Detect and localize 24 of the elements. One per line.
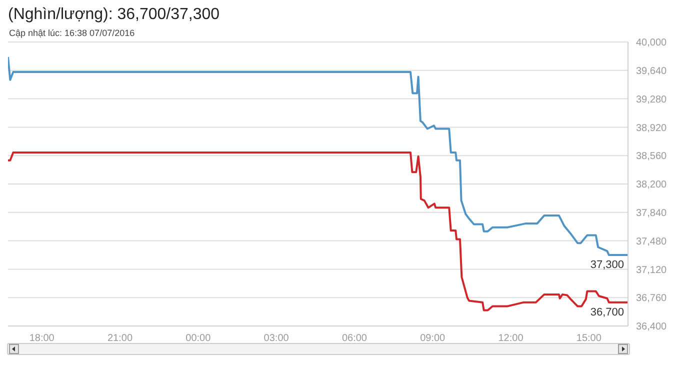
line-series	[8, 56, 628, 256]
chart-subtitle: Cập nhật lúc: 16:38 07/07/2016	[9, 28, 135, 38]
y-tick-label: 39,640	[636, 66, 668, 77]
x-tick-label: 12:00	[498, 333, 524, 344]
x-tick-label: 03:00	[264, 333, 290, 344]
y-tick-label: 37,840	[636, 208, 668, 219]
y-tick-label: 36,760	[636, 293, 668, 304]
x-tick-label: 00:00	[186, 333, 212, 344]
x-tick-label: 09:00	[420, 333, 446, 344]
y-tick-label: 40,000	[636, 38, 668, 49]
y-tick-label: 37,480	[636, 236, 668, 248]
y-tick-label: 39,280	[636, 94, 668, 106]
y-tick-label: 38,200	[636, 180, 668, 191]
x-tick-label: 15:00	[576, 333, 602, 344]
x-tick-label: 18:00	[29, 333, 55, 344]
annotation: 37,300	[590, 259, 624, 271]
chart-title: (Nghìn/lượng): 36,700/37,300	[8, 6, 220, 24]
y-tick-label: 36,400	[636, 322, 668, 333]
x-tick-label: 06:00	[342, 333, 368, 344]
annotation: 36,700	[590, 306, 624, 318]
y-tick-label: 38,920	[636, 122, 668, 134]
x-tick-label: 21:00	[108, 333, 133, 344]
y-tick-label: 37,120	[636, 264, 668, 276]
y-tick-label: 38,560	[636, 151, 668, 162]
